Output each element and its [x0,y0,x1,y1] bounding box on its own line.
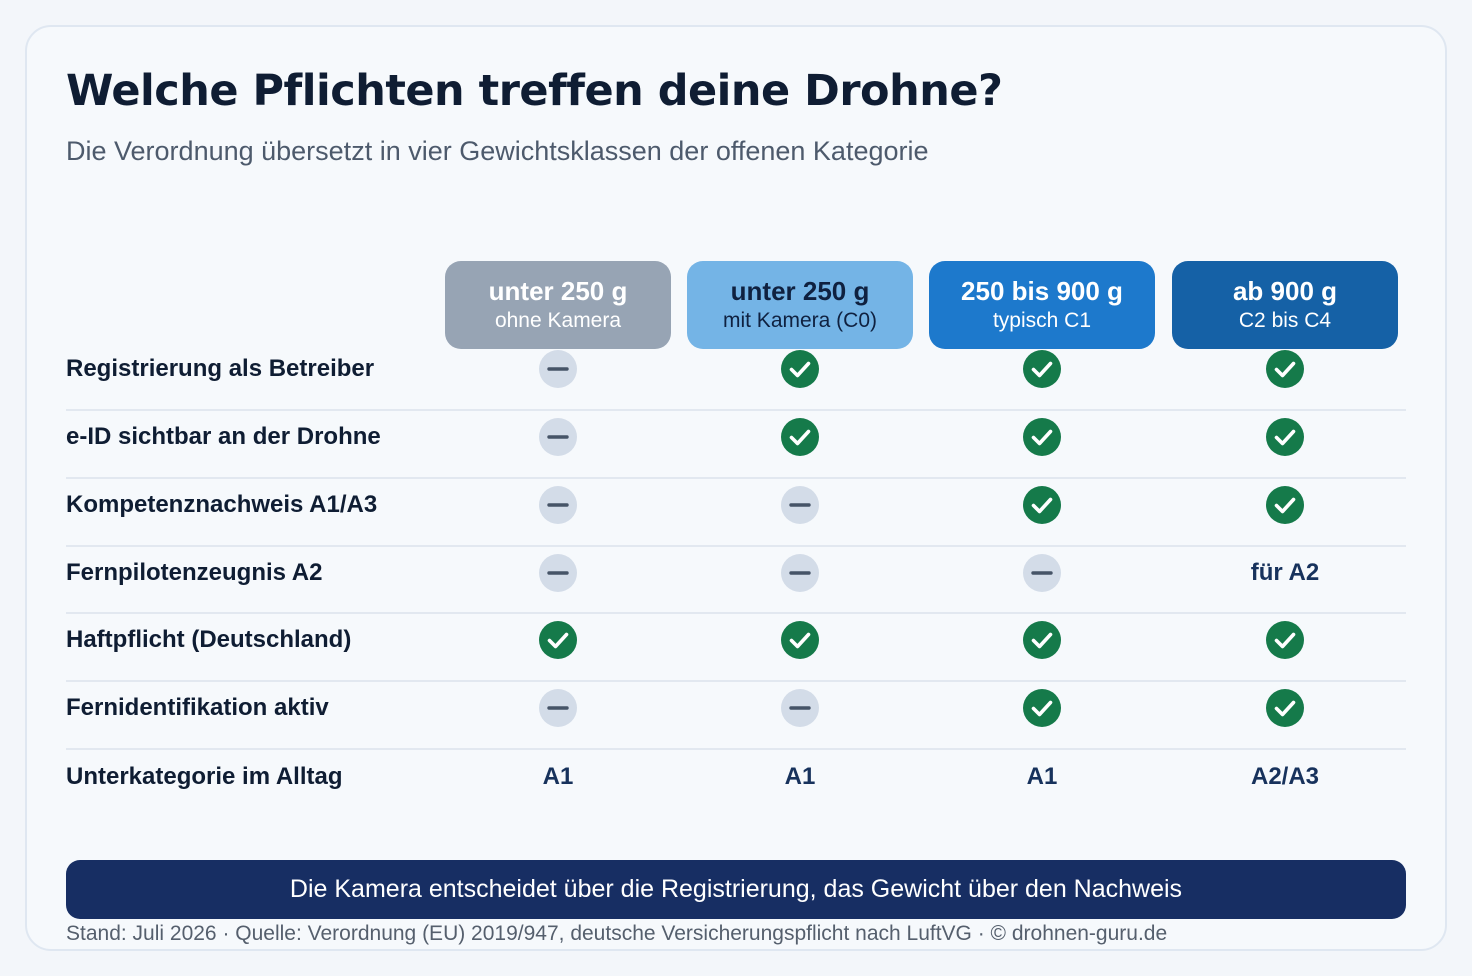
table-cell [1172,621,1398,659]
column-header-4: ab 900 g C2 bis C4 [1172,261,1398,349]
dash-circle-icon [539,486,577,524]
page-title: Welche Pflichten treffen deine Drohne? [66,66,1003,116]
column-header-title: 250 bis 900 g [961,276,1123,306]
dash-circle-icon [781,554,819,592]
row-divider [66,612,1406,614]
row-divider [66,748,1406,750]
row-divider [66,680,1406,682]
dash-circle-icon [539,689,577,727]
table-cell [445,554,671,592]
table-cell [687,418,913,456]
table-cell [1172,689,1398,727]
check-circle-icon [1023,418,1061,456]
column-header-title: ab 900 g [1232,276,1338,306]
table-cell [445,689,671,727]
table-cell [1172,418,1398,456]
row-divider [66,409,1406,411]
table-cell: A1 [929,763,1155,791]
column-header-title: unter 250 g [730,276,870,306]
table-cell [929,554,1155,592]
check-circle-icon [1266,689,1304,727]
check-circle-icon [1023,621,1061,659]
row-divider [66,545,1406,547]
table-cell: A1 [687,763,913,791]
cell-text: A1 [1026,763,1058,790]
table-cell [929,486,1155,524]
dash-circle-icon [539,350,577,388]
dash-circle-icon [781,486,819,524]
row-label: Haftpflicht (Deutschland) [66,626,352,653]
card [25,25,1447,951]
column-header-subtitle: mit Kamera (C0) [722,309,878,332]
column-header-1: unter 250 g ohne Kamera [445,261,671,349]
table-cell: A1 [445,763,671,791]
table-cell [445,350,671,388]
row-label: Fernidentifikation aktiv [66,694,329,721]
cell-text: A1 [784,763,816,790]
table-cell [929,418,1155,456]
table-cell [687,350,913,388]
check-circle-icon [1266,350,1304,388]
page-subtitle: Die Verordnung übersetzt in vier Gewicht… [66,136,929,166]
table-cell [929,689,1155,727]
summary-banner: Die Kamera entscheidet über die Registri… [66,860,1406,919]
table-cell: für A2 [1172,559,1398,587]
row-label: e-ID sichtbar an der Drohne [66,423,381,450]
table-cell [445,621,671,659]
check-circle-icon [539,621,577,659]
check-circle-icon [1023,689,1061,727]
row-label: Fernpilotenzeugnis A2 [66,559,323,586]
table-cell [1172,350,1398,388]
check-circle-icon [1266,418,1304,456]
table-cell [687,621,913,659]
column-header-subtitle: C2 bis C4 [1238,309,1332,332]
row-divider [66,477,1406,479]
cell-text: A2/A3 [1250,763,1320,790]
column-header-subtitle: typisch C1 [992,309,1092,332]
table-cell [687,689,913,727]
table-cell [1172,486,1398,524]
column-header-title: unter 250 g [488,276,628,306]
check-circle-icon [781,418,819,456]
column-header-subtitle: ohne Kamera [494,309,622,332]
table-cell: A2/A3 [1172,763,1398,791]
check-circle-icon [1023,350,1061,388]
dash-circle-icon [1023,554,1061,592]
cell-text: A1 [542,763,574,790]
dash-circle-icon [781,689,819,727]
cell-text: für A2 [1250,559,1320,586]
check-circle-icon [1023,486,1061,524]
check-circle-icon [781,621,819,659]
check-circle-icon [1266,486,1304,524]
table-cell [687,486,913,524]
row-label: Registrierung als Betreiber [66,355,375,382]
table-cell [445,486,671,524]
check-circle-icon [1266,621,1304,659]
table-cell [929,350,1155,388]
dash-circle-icon [539,418,577,456]
table-cell [445,418,671,456]
table-cell [929,621,1155,659]
column-header-3: 250 bis 900 g typisch C1 [929,261,1155,349]
column-header-2: unter 250 g mit Kamera (C0) [687,261,913,349]
source-footer: Stand: Juli 2026 · Quelle: Verordnung (E… [66,922,1168,945]
dash-circle-icon [539,554,577,592]
table-cell [687,554,913,592]
row-label: Unterkategorie im Alltag [66,763,343,790]
row-label: Kompetenznachweis A1/A3 [66,491,378,518]
check-circle-icon [781,350,819,388]
